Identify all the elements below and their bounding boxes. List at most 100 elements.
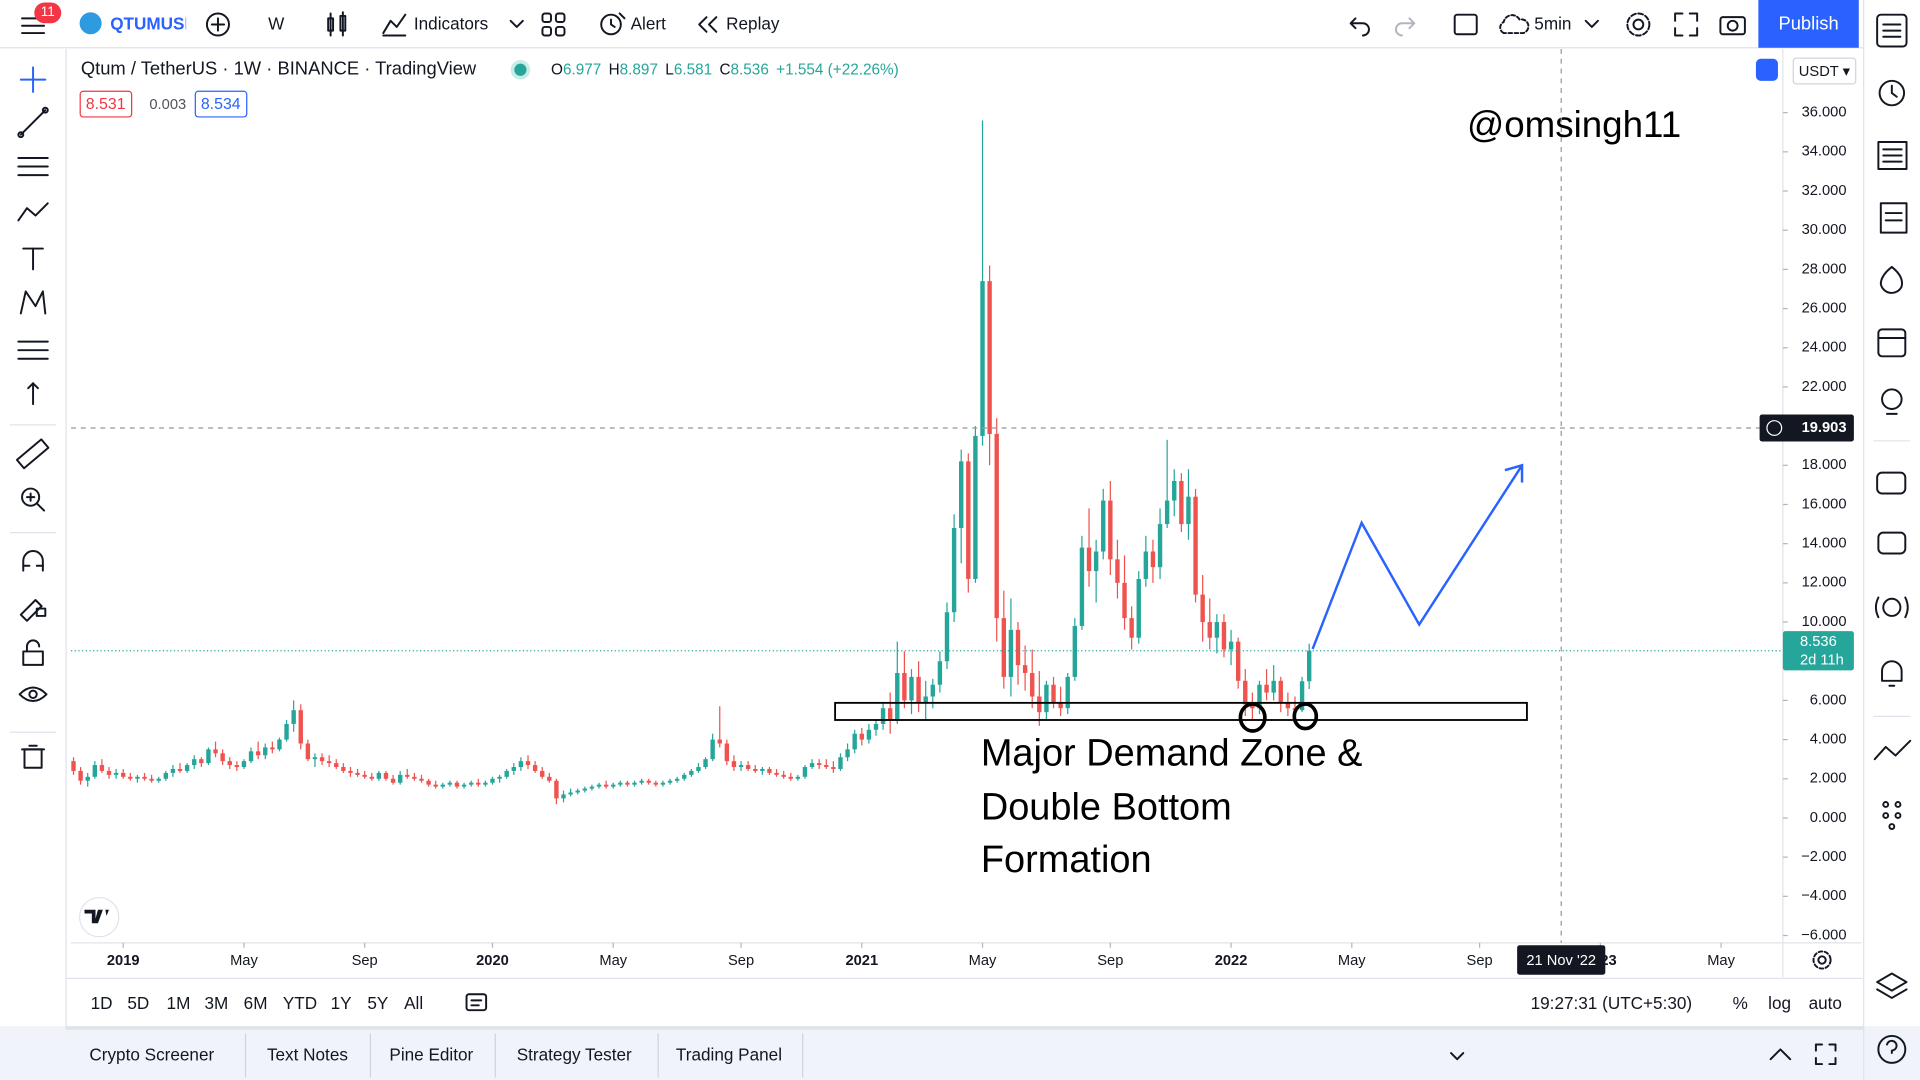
fullscreen-button[interactable] [1673, 11, 1700, 38]
interval-button[interactable]: 5D [127, 993, 150, 1013]
prediction-tool[interactable] [19, 290, 47, 315]
alert-icon [600, 12, 626, 36]
scale-option[interactable]: log [1768, 993, 1792, 1013]
interval-button[interactable]: 1Y [330, 993, 352, 1013]
notifications-icon[interactable] [1881, 660, 1903, 687]
maximize-panel-button[interactable] [1813, 1042, 1837, 1066]
symbol-search[interactable]: QTUMUSD [110, 13, 186, 34]
annotation[interactable]: Major Demand Zone & [981, 733, 1363, 775]
interval-button[interactable]: 6M [243, 993, 268, 1013]
streams-icon[interactable] [1874, 596, 1909, 619]
watchlist-icon[interactable] [1876, 13, 1908, 48]
publish-button[interactable]: Publish [1758, 0, 1859, 48]
candle-body [916, 676, 921, 703]
panel-tab[interactable]: Text Notes [266, 1044, 348, 1065]
data-window-icon[interactable] [1879, 202, 1908, 234]
ask-price[interactable]: 8.534 [194, 90, 247, 118]
candle-body [1193, 496, 1198, 595]
panel-tab[interactable]: Pine Editor [389, 1044, 474, 1065]
lock-drawings-tool[interactable] [19, 599, 47, 622]
candle-body [1157, 524, 1163, 568]
text-tool[interactable] [22, 247, 44, 271]
rectangle-button[interactable] [1452, 11, 1479, 38]
ideas-icon[interactable] [1881, 388, 1903, 415]
compare-button[interactable] [204, 11, 231, 38]
measure-tool[interactable] [15, 438, 50, 470]
interval-button[interactable]: 1D [90, 993, 113, 1013]
sync-button[interactable] [1755, 58, 1778, 81]
demand-zone[interactable] [834, 701, 1528, 721]
snapshot-button[interactable] [1718, 11, 1747, 38]
undo-button[interactable] [1347, 12, 1371, 37]
candle-body [831, 767, 836, 769]
candle-body [937, 661, 943, 685]
currency-dropdown[interactable]: USDT ▾ [1792, 57, 1857, 85]
tradingview-logo[interactable] [78, 896, 120, 938]
candle-body [1250, 704, 1255, 709]
calendar-icon[interactable] [1877, 328, 1907, 358]
messages-icon[interactable] [1877, 531, 1907, 555]
clock[interactable]: 19:27:31 (UTC+5:30) [1530, 993, 1693, 1013]
arrow-tool[interactable] [27, 382, 39, 406]
chart-type-button[interactable] [326, 11, 348, 38]
candle-body [1214, 622, 1220, 638]
templates-dropdown[interactable] [508, 15, 525, 32]
fib-tool[interactable] [17, 156, 49, 177]
layout-button[interactable] [540, 11, 567, 38]
visibility-tool[interactable] [18, 686, 48, 702]
indicators-button[interactable]: Indicators [413, 13, 489, 34]
interval-button[interactable]: All [404, 993, 424, 1013]
zoom-tool[interactable] [21, 487, 46, 512]
candle-body [92, 765, 98, 777]
candle-body [1179, 480, 1184, 525]
candle-body [909, 676, 914, 701]
order-panel-icon[interactable] [1873, 739, 1912, 761]
object-tree-icon[interactable] [1876, 972, 1908, 999]
replay-button[interactable]: Replay [726, 13, 780, 34]
date-range-button[interactable] [464, 989, 488, 1013]
change-label: +1.554 (+22.26%) [776, 61, 899, 79]
panel-tab[interactable]: Crypto Screener [89, 1044, 215, 1065]
interval-button[interactable]: 1M [166, 993, 191, 1013]
panel-tab[interactable]: Trading Panel [675, 1044, 783, 1065]
scale-option[interactable]: % [1732, 993, 1748, 1013]
interval-button[interactable]: YTD [282, 993, 318, 1013]
pattern-tool[interactable] [17, 202, 49, 222]
news-icon[interactable] [1877, 141, 1908, 170]
x-tick-label: Sep [728, 953, 754, 969]
interval-button[interactable]: W [268, 13, 285, 34]
annotation[interactable]: Double Bottom [981, 786, 1232, 828]
screener-dropdown[interactable] [1449, 1047, 1466, 1064]
bid-price[interactable]: 8.531 [79, 90, 132, 118]
projection-path[interactable] [1311, 464, 1524, 650]
panel-tab[interactable]: Strategy Tester [516, 1044, 632, 1065]
double-bottom-marker[interactable] [1238, 702, 1267, 733]
timeframe-button[interactable]: 5min [1534, 13, 1572, 34]
interval-button[interactable]: 5Y [367, 993, 389, 1013]
hotlists-icon[interactable] [1879, 265, 1903, 294]
trend-line-tool[interactable] [17, 106, 49, 139]
candle-body [440, 784, 445, 787]
axis-settings-button[interactable] [1810, 948, 1834, 972]
alerts-icon[interactable] [1878, 79, 1906, 107]
candle-body [959, 461, 964, 528]
annotation[interactable]: @omsingh11 [1467, 104, 1681, 145]
geometry-tool[interactable] [17, 340, 49, 360]
dom-icon[interactable] [1882, 801, 1902, 830]
interval-button[interactable]: 3M [204, 993, 229, 1013]
double-bottom-marker[interactable] [1292, 702, 1319, 731]
settings-button[interactable] [1624, 10, 1653, 39]
lock-tool[interactable] [22, 639, 44, 666]
help-icon[interactable] [1877, 1034, 1907, 1064]
magnet-tool[interactable] [22, 550, 44, 572]
redo-button[interactable] [1393, 12, 1417, 37]
scale-option[interactable]: auto [1808, 993, 1842, 1013]
crosshair-tool[interactable] [19, 66, 47, 93]
annotation[interactable]: Formation [981, 839, 1152, 881]
left-toolbar [9, 66, 57, 769]
delete-tool[interactable] [21, 744, 46, 769]
collapse-panel-button[interactable] [1768, 1043, 1792, 1065]
chats-icon[interactable] [1876, 471, 1907, 495]
timeframe-dropdown[interactable] [1583, 15, 1600, 32]
alert-button[interactable]: Alert [630, 13, 666, 34]
